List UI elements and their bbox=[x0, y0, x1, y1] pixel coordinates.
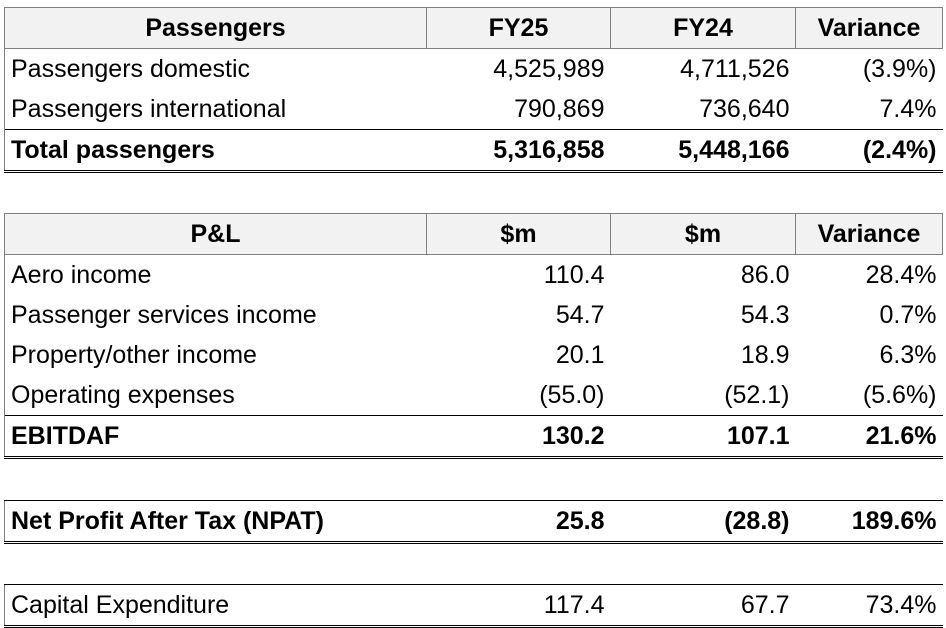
row-prior: 18.9 bbox=[740, 341, 790, 369]
row-variance: (3.9%) bbox=[862, 55, 937, 83]
table-row: Passengers domestic 4,525,989 4,711,526 … bbox=[4, 48, 943, 89]
row-variance: (5.6%) bbox=[862, 381, 937, 409]
row-prior: (52.1) bbox=[724, 381, 790, 409]
row-fy24: 736,640 bbox=[699, 95, 790, 123]
passengers-table: Passengers FY25 FY24 Variance Passengers… bbox=[4, 7, 943, 173]
passengers-header-variance: Variance bbox=[795, 7, 943, 49]
passengers-header-label: Passengers bbox=[4, 7, 427, 49]
total-row: EBITDAF 130.2 107.1 21.6% bbox=[4, 415, 943, 459]
table-row: Aero income 110.4 86.0 28.4% bbox=[4, 254, 943, 295]
total-fy24: 5,448,166 bbox=[610, 129, 796, 173]
total-prior: 107.1 bbox=[610, 415, 796, 459]
pl-header-variance: Variance bbox=[795, 213, 943, 255]
total-variance: (2.4%) bbox=[795, 129, 943, 173]
row-current: 20.1 bbox=[555, 341, 605, 369]
pl-header-current: $m bbox=[426, 213, 611, 255]
row-variance: 7.4% bbox=[879, 95, 937, 123]
npat-row: Net Profit After Tax (NPAT) 25.8 (28.8) … bbox=[4, 500, 943, 544]
row-label: Passenger services income bbox=[4, 295, 427, 335]
row-variance: 6.3% bbox=[879, 341, 937, 369]
npat-prior: (28.8) bbox=[610, 500, 796, 544]
row-current: 54.7 bbox=[555, 301, 605, 329]
passengers-header-row: Passengers FY25 FY24 Variance bbox=[4, 7, 943, 49]
capex-label: Capital Expenditure bbox=[4, 584, 427, 628]
table-row: Operating expenses (55.0) (52.1) (5.6%) bbox=[4, 375, 943, 416]
passengers-header-fy24: FY24 bbox=[610, 7, 796, 49]
capex-row: Capital Expenditure 117.4 67.7 73.4% bbox=[4, 584, 943, 628]
row-label: Passengers domestic bbox=[4, 48, 427, 89]
total-row: Total passengers 5,316,858 5,448,166 (2.… bbox=[4, 129, 943, 173]
npat-current: 25.8 bbox=[426, 500, 611, 544]
capex-variance: 73.4% bbox=[795, 584, 943, 628]
row-label: Aero income bbox=[4, 254, 427, 295]
npat-variance: 189.6% bbox=[795, 500, 943, 544]
row-label: Property/other income bbox=[4, 335, 427, 375]
row-prior: 86.0 bbox=[740, 261, 790, 289]
table-row: Passenger services income 54.7 54.3 0.7% bbox=[4, 295, 943, 335]
npat-table: Net Profit After Tax (NPAT) 25.8 (28.8) … bbox=[4, 500, 943, 544]
row-fy25: 4,525,989 bbox=[493, 55, 605, 83]
capex-table: Capital Expenditure 117.4 67.7 73.4% bbox=[4, 584, 943, 628]
pl-header-row: P&L $m $m Variance bbox=[4, 213, 943, 255]
total-fy25: 5,316,858 bbox=[426, 129, 611, 173]
row-label: Operating expenses bbox=[4, 375, 427, 416]
total-label: EBITDAF bbox=[4, 415, 427, 459]
row-variance: 28.4% bbox=[865, 261, 937, 289]
total-label: Total passengers bbox=[4, 129, 427, 173]
row-current: 110.4 bbox=[543, 261, 605, 289]
row-fy25: 790,869 bbox=[514, 95, 605, 123]
npat-label: Net Profit After Tax (NPAT) bbox=[4, 500, 427, 544]
total-variance: 21.6% bbox=[795, 415, 943, 459]
total-current: 130.2 bbox=[426, 415, 611, 459]
row-prior: 54.3 bbox=[740, 301, 790, 329]
capex-prior: 67.7 bbox=[610, 584, 796, 628]
pl-header-prior: $m bbox=[610, 213, 796, 255]
pl-table: P&L $m $m Variance Aero income 110.4 86.… bbox=[4, 213, 943, 459]
passengers-header-fy25: FY25 bbox=[426, 7, 611, 49]
row-label: Passengers international bbox=[4, 89, 427, 130]
row-variance: 0.7% bbox=[879, 301, 937, 329]
row-current: (55.0) bbox=[539, 381, 605, 409]
row-fy24: 4,711,526 bbox=[680, 55, 790, 83]
capex-current: 117.4 bbox=[426, 584, 611, 628]
table-row: Passengers international 790,869 736,640… bbox=[4, 89, 943, 130]
pl-header-label: P&L bbox=[4, 213, 427, 255]
table-row: Property/other income 20.1 18.9 6.3% bbox=[4, 335, 943, 375]
